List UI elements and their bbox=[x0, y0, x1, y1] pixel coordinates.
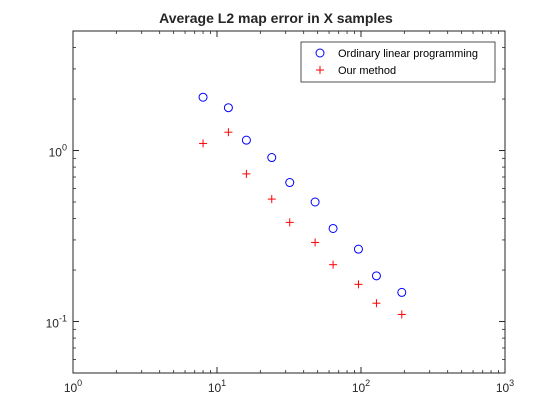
data-point-circle bbox=[371, 271, 381, 281]
series-0 bbox=[198, 92, 407, 297]
data-point-plus bbox=[397, 310, 406, 319]
data-point-circle bbox=[285, 178, 295, 188]
legend-label-1: Our method bbox=[338, 65, 396, 77]
data-marks bbox=[198, 92, 407, 319]
y-tick-label: 10-1 bbox=[46, 314, 67, 331]
plot-area bbox=[73, 31, 505, 373]
x-tick-label: 103 bbox=[496, 378, 514, 395]
legend-marker-1 bbox=[316, 66, 324, 74]
data-point-plus bbox=[354, 280, 363, 289]
plot-frame bbox=[72, 30, 506, 374]
legend-box bbox=[300, 41, 496, 83]
data-point-plus bbox=[329, 260, 338, 269]
legend: Ordinary linear programming Our method bbox=[300, 41, 496, 83]
data-point-plus bbox=[199, 139, 208, 148]
data-point-plus bbox=[224, 128, 233, 137]
series-1 bbox=[199, 128, 406, 319]
y-tick-label: 100 bbox=[49, 143, 67, 160]
data-point-circle bbox=[198, 92, 208, 102]
y-tick-labels: 10-1 100 bbox=[46, 143, 67, 331]
data-point-circle bbox=[241, 135, 251, 145]
legend-marker-0 bbox=[315, 48, 325, 58]
data-point-plus bbox=[311, 238, 320, 247]
data-point-plus bbox=[372, 299, 381, 308]
data-point-circle bbox=[310, 197, 320, 207]
data-point-circle bbox=[397, 287, 407, 297]
data-point-circle bbox=[328, 223, 338, 233]
legend-label-0: Ordinary linear programming bbox=[338, 48, 478, 60]
chart-title: Average L2 map error in X samples bbox=[159, 10, 393, 26]
data-point-circle bbox=[267, 153, 277, 163]
data-point-plus bbox=[267, 195, 276, 204]
x-tick-label: 100 bbox=[64, 378, 82, 395]
data-point-circle bbox=[353, 244, 363, 254]
data-point-plus bbox=[242, 169, 251, 178]
data-point-circle bbox=[223, 103, 233, 113]
x-tick-labels: 100 101 102 103 bbox=[64, 378, 514, 395]
data-point-plus bbox=[285, 218, 294, 227]
x-tick-label: 101 bbox=[208, 378, 226, 395]
x-tick-label: 102 bbox=[352, 378, 370, 395]
